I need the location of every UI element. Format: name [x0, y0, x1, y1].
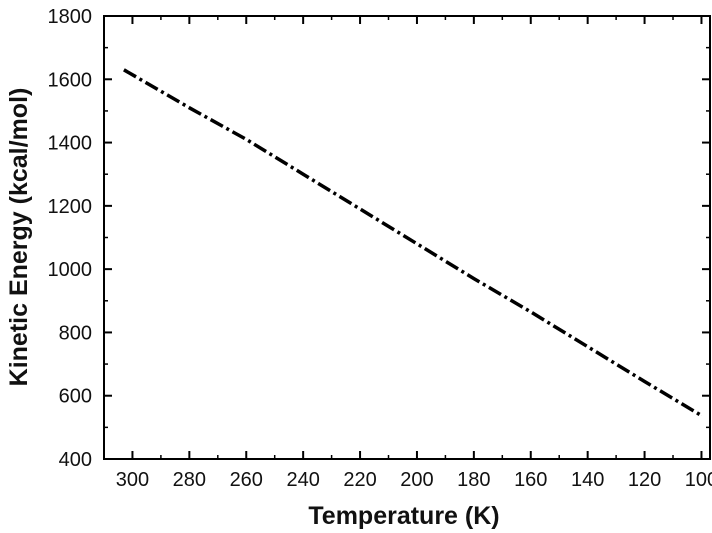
- x-tick-label: 180: [457, 469, 490, 491]
- x-tick-label: 160: [514, 469, 547, 491]
- y-tick-label: 1600: [48, 69, 93, 91]
- y-axis-ticks: 400 600 800 1000 1200 1400 1600 1800: [48, 6, 710, 471]
- y-tick-label: 1400: [48, 133, 93, 155]
- x-tick-label: 200: [400, 469, 433, 491]
- y-tick-label: 1800: [48, 6, 93, 28]
- x-tick-label: 260: [230, 469, 263, 491]
- y-tick-label: 1200: [48, 196, 93, 218]
- series-line: [123, 68, 703, 418]
- x-tick-label: 140: [571, 469, 604, 491]
- x-tick-label: 300: [116, 469, 149, 491]
- x-tick-label: 240: [286, 469, 319, 491]
- x-tick-label: 120: [628, 469, 661, 491]
- x-axis-ticks: 300 280 260 240 220 200 180 160 140 120 100: [116, 16, 712, 491]
- series-layer: [123, 68, 703, 418]
- x-tick-label: 220: [343, 469, 376, 491]
- x-axis-title: Temperature (K): [308, 502, 499, 530]
- y-tick-label: 1000: [48, 259, 93, 281]
- y-tick-label: 800: [59, 322, 92, 344]
- x-tick-label: 100: [685, 469, 712, 491]
- y-tick-label: 400: [59, 449, 92, 471]
- y-tick-label: 600: [59, 386, 92, 408]
- x-tick-label: 280: [173, 469, 206, 491]
- y-axis-title: Kinetic Energy (kcal/mol): [5, 88, 33, 387]
